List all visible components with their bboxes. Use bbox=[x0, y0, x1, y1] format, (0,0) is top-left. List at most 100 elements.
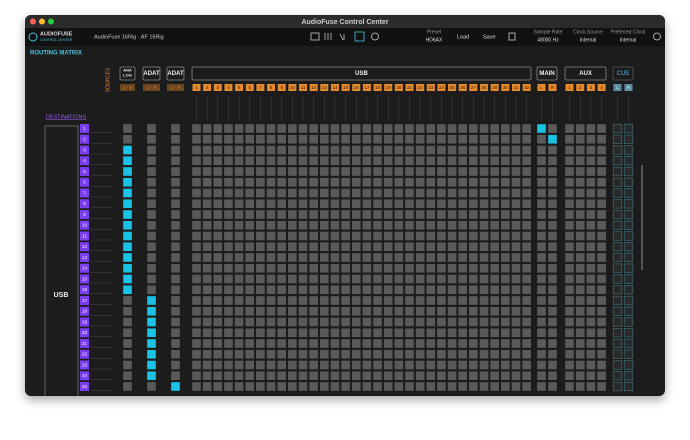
route-cell[interactable] bbox=[202, 167, 212, 176]
source-channel-box[interactable] bbox=[309, 84, 318, 91]
route-cell[interactable] bbox=[330, 317, 340, 327]
route-cell[interactable] bbox=[266, 371, 276, 381]
route-cell[interactable] bbox=[330, 339, 340, 348]
source-channel-box[interactable] bbox=[586, 84, 595, 91]
source-channel-box[interactable] bbox=[352, 84, 361, 91]
route-cell[interactable] bbox=[309, 382, 318, 391]
route-cell[interactable] bbox=[612, 274, 623, 284]
route-cell[interactable] bbox=[565, 167, 574, 176]
route-cell[interactable] bbox=[623, 220, 634, 230]
route-cell[interactable] bbox=[256, 382, 265, 391]
route-cell[interactable] bbox=[469, 296, 478, 305]
route-cell[interactable] bbox=[202, 360, 212, 370]
route-cell[interactable] bbox=[383, 263, 393, 273]
route-cell[interactable] bbox=[234, 317, 244, 327]
route-cell[interactable] bbox=[320, 220, 329, 230]
tab-icon[interactable] bbox=[324, 33, 332, 40]
route-cell[interactable] bbox=[447, 134, 457, 144]
route-cell[interactable] bbox=[537, 242, 546, 252]
route-cell[interactable] bbox=[171, 371, 180, 381]
route-cell[interactable] bbox=[415, 242, 425, 252]
route-cell[interactable] bbox=[202, 263, 212, 273]
route-cell[interactable] bbox=[298, 210, 308, 219]
route-cell[interactable] bbox=[612, 349, 623, 359]
route-cell[interactable] bbox=[426, 263, 436, 273]
route-cell[interactable] bbox=[341, 231, 350, 241]
route-cell[interactable] bbox=[490, 371, 499, 381]
route-cell[interactable] bbox=[575, 263, 585, 273]
route-cell[interactable] bbox=[469, 134, 478, 144]
destination-channel-box[interactable] bbox=[80, 274, 89, 284]
route-cell[interactable] bbox=[458, 296, 468, 305]
route-cell[interactable] bbox=[479, 156, 489, 166]
route-cell[interactable] bbox=[612, 295, 623, 306]
route-cell[interactable] bbox=[288, 167, 297, 176]
route-cell[interactable] bbox=[548, 263, 557, 273]
route-cell[interactable] bbox=[597, 210, 606, 219]
route-cell[interactable] bbox=[479, 188, 489, 198]
route-cell[interactable] bbox=[490, 199, 499, 209]
route-cell[interactable] bbox=[309, 371, 318, 381]
source-channel-box[interactable] bbox=[277, 84, 286, 91]
route-cell[interactable] bbox=[597, 306, 606, 316]
route-cell[interactable] bbox=[234, 156, 244, 166]
route-cell[interactable] bbox=[245, 177, 255, 187]
destination-channel-box[interactable] bbox=[80, 371, 89, 381]
route-cell[interactable] bbox=[575, 220, 585, 230]
route-cell[interactable] bbox=[383, 156, 393, 166]
route-cell[interactable] bbox=[447, 253, 457, 262]
route-cell[interactable] bbox=[612, 285, 623, 295]
route-cell-active[interactable] bbox=[147, 339, 156, 348]
route-cell-active[interactable] bbox=[123, 285, 132, 295]
route-cell[interactable] bbox=[288, 349, 297, 359]
route-cell[interactable] bbox=[612, 177, 623, 187]
route-cell[interactable] bbox=[479, 296, 489, 305]
route-cell[interactable] bbox=[490, 285, 499, 295]
route-cell[interactable] bbox=[330, 177, 340, 187]
route-cell[interactable] bbox=[537, 382, 546, 391]
route-cell[interactable] bbox=[586, 177, 596, 187]
route-cell[interactable] bbox=[234, 167, 244, 176]
route-cell[interactable] bbox=[405, 220, 414, 230]
route-cell-active[interactable] bbox=[123, 188, 132, 198]
route-cell[interactable] bbox=[288, 210, 297, 219]
route-cell[interactable] bbox=[522, 274, 531, 284]
route-cell[interactable] bbox=[192, 156, 201, 166]
route-cell[interactable] bbox=[234, 382, 244, 391]
route-cell[interactable] bbox=[383, 360, 393, 370]
route-cell[interactable] bbox=[373, 220, 382, 230]
route-cell[interactable] bbox=[490, 306, 499, 316]
route-cell[interactable] bbox=[266, 177, 276, 187]
destination-channel-box[interactable] bbox=[80, 317, 89, 327]
route-cell[interactable] bbox=[123, 317, 132, 327]
route-cell[interactable] bbox=[288, 371, 297, 381]
route-cell[interactable] bbox=[202, 124, 212, 133]
route-cell[interactable] bbox=[213, 210, 223, 219]
route-cell[interactable] bbox=[522, 242, 531, 252]
route-cell[interactable] bbox=[575, 145, 585, 155]
destination-channel-box[interactable] bbox=[80, 145, 89, 155]
route-cell[interactable] bbox=[394, 177, 404, 187]
route-cell[interactable] bbox=[320, 124, 329, 133]
route-cell[interactable] bbox=[565, 328, 574, 338]
route-cell[interactable] bbox=[383, 242, 393, 252]
route-cell[interactable] bbox=[224, 371, 233, 381]
route-cell-active[interactable] bbox=[123, 156, 132, 166]
route-cell[interactable] bbox=[458, 167, 468, 176]
route-cell[interactable] bbox=[469, 306, 478, 316]
route-cell[interactable] bbox=[320, 167, 329, 176]
route-cell[interactable] bbox=[309, 285, 318, 295]
route-cell[interactable] bbox=[147, 145, 156, 155]
route-cell[interactable] bbox=[479, 145, 489, 155]
route-cell[interactable] bbox=[330, 242, 340, 252]
route-cell[interactable] bbox=[362, 242, 372, 252]
source-channel-box[interactable] bbox=[458, 84, 467, 91]
route-cell[interactable] bbox=[171, 199, 180, 209]
route-cell[interactable] bbox=[298, 339, 308, 348]
route-cell[interactable] bbox=[147, 231, 156, 241]
route-cell[interactable] bbox=[548, 167, 557, 176]
route-cell[interactable] bbox=[469, 382, 478, 391]
route-cell[interactable] bbox=[537, 274, 546, 284]
close[interactable] bbox=[30, 18, 36, 25]
route-cell[interactable] bbox=[351, 199, 361, 209]
